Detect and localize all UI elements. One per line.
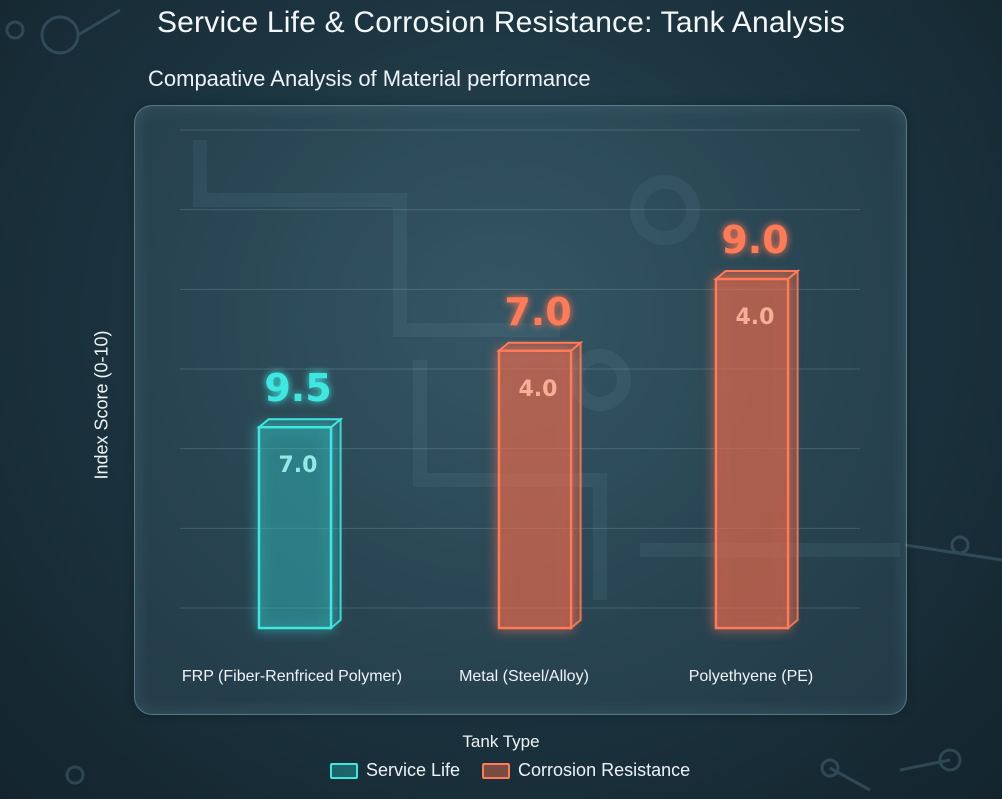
bar-corrosion-resistance: 7.0 4.0 [496, 290, 584, 631]
chart-title: Service Life & Corrosion Resistance: Tan… [156, 6, 846, 39]
legend-item-corrosion-resistance: Corrosion Resistance [482, 760, 690, 781]
bar-value-label: 9.5 [264, 366, 331, 410]
legend: Service Life Corrosion Resistance [330, 760, 712, 781]
bar-front-face [714, 277, 790, 630]
legend-item-service-life: Service Life [330, 760, 460, 781]
legend-swatch-corrosion-resistance [482, 762, 511, 779]
x-tick-label: Metal (Steel/Alloy) [459, 668, 589, 685]
bar-inner-label: 7.0 [279, 453, 318, 478]
bar-side-face [330, 417, 342, 631]
bar-front-face [497, 349, 573, 630]
x-tick-label: Polyethyene (PE) [689, 668, 814, 685]
bar-corrosion-resistance: 9.0 4.0 [713, 218, 801, 631]
bar-inner-label: 4.0 [519, 377, 558, 402]
legend-label-service-life: Service Life [366, 760, 461, 780]
x-axis-label: Tank Type [462, 732, 540, 751]
bar-side-face [787, 268, 799, 631]
bar-service-life: 9.5 7.0 [256, 366, 344, 631]
bar-front-face [257, 425, 333, 630]
x-tick-label: FRP (Fiber-Renfriced Polymer) [182, 668, 402, 685]
plot-panel [134, 105, 907, 715]
legend-swatch-service-life [330, 762, 358, 779]
bar-side-face [570, 340, 582, 631]
legend-label-corrosion-resistance: Corrosion Resistance [518, 760, 691, 780]
chart-subtitle: Compaative Analysis of Material performa… [148, 66, 591, 91]
bar-inner-label: 4.0 [736, 305, 775, 330]
bar-value-label: 9.0 [721, 218, 788, 262]
bar-value-label: 7.0 [504, 290, 571, 334]
